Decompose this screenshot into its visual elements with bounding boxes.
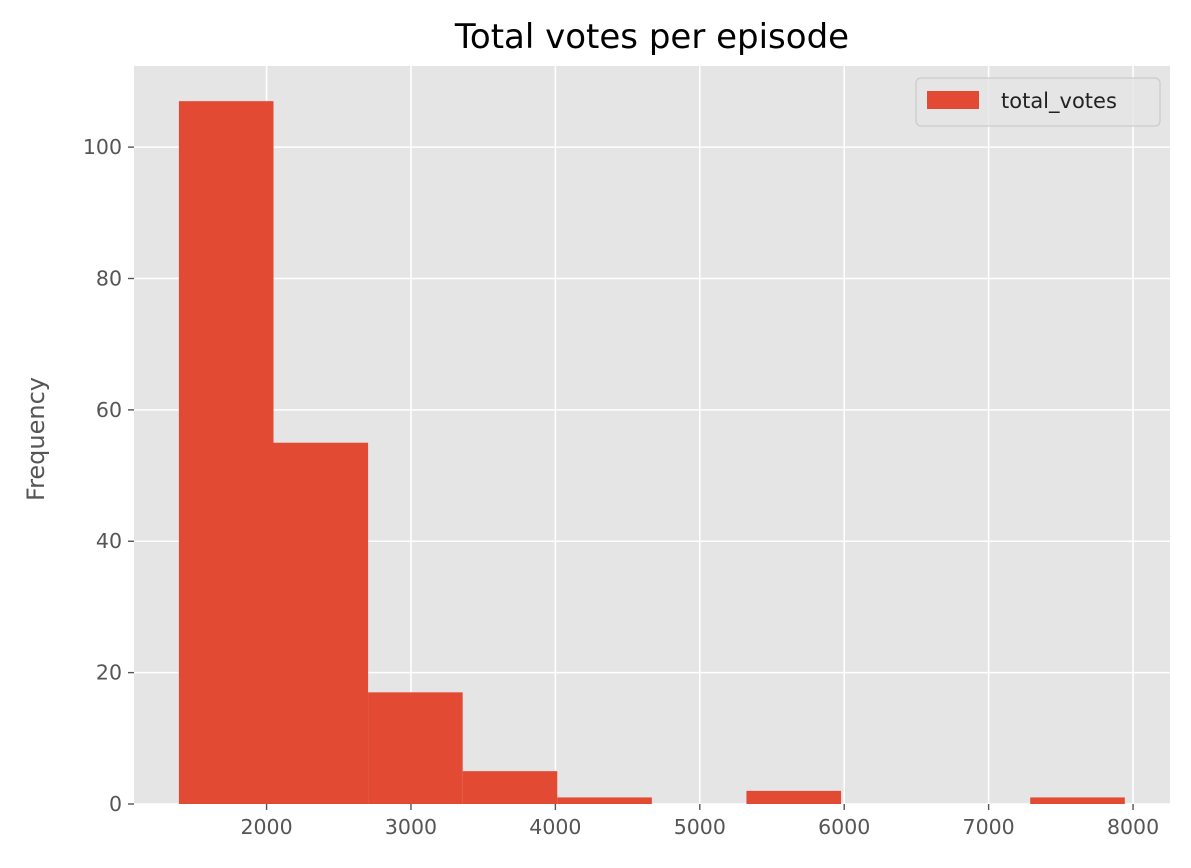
legend-label-total-votes: total_votes xyxy=(1001,89,1117,114)
histogram-bar xyxy=(178,101,274,804)
x-tick-label: 2000 xyxy=(240,815,292,839)
legend-box xyxy=(915,77,1161,127)
y-tick-label: 20 xyxy=(96,661,122,685)
histogram-bar xyxy=(1030,797,1125,804)
histogram-bars xyxy=(178,101,1125,804)
histogram-bar xyxy=(273,442,369,804)
y-axis-label: Frequency xyxy=(22,377,50,501)
x-tick-label: 4000 xyxy=(529,815,581,839)
legend: total_votes xyxy=(915,77,1161,127)
chart-title: Total votes per episode xyxy=(454,17,849,57)
histogram-bar xyxy=(557,797,652,804)
x-tick-label: 6000 xyxy=(818,815,870,839)
x-tick-label: 8000 xyxy=(1107,815,1159,839)
histogram-bar xyxy=(462,771,558,804)
x-tick-label: 5000 xyxy=(674,815,726,839)
axis-ticks: 2000 3000 4000 5000 6000 7000 8000 0 20 40 60 80 100 xyxy=(83,135,1159,839)
legend-swatch-total-votes xyxy=(927,91,979,109)
y-tick-label: 80 xyxy=(96,266,122,290)
y-tick-label: 100 xyxy=(83,135,122,159)
x-tick-label: 7000 xyxy=(963,815,1015,839)
histogram-bar xyxy=(368,692,463,804)
y-tick-label: 40 xyxy=(96,529,122,553)
y-tick-label: 60 xyxy=(96,398,122,422)
histogram-bar xyxy=(746,790,842,804)
x-tick-label: 3000 xyxy=(385,815,437,839)
y-tick-label: 0 xyxy=(109,792,122,816)
